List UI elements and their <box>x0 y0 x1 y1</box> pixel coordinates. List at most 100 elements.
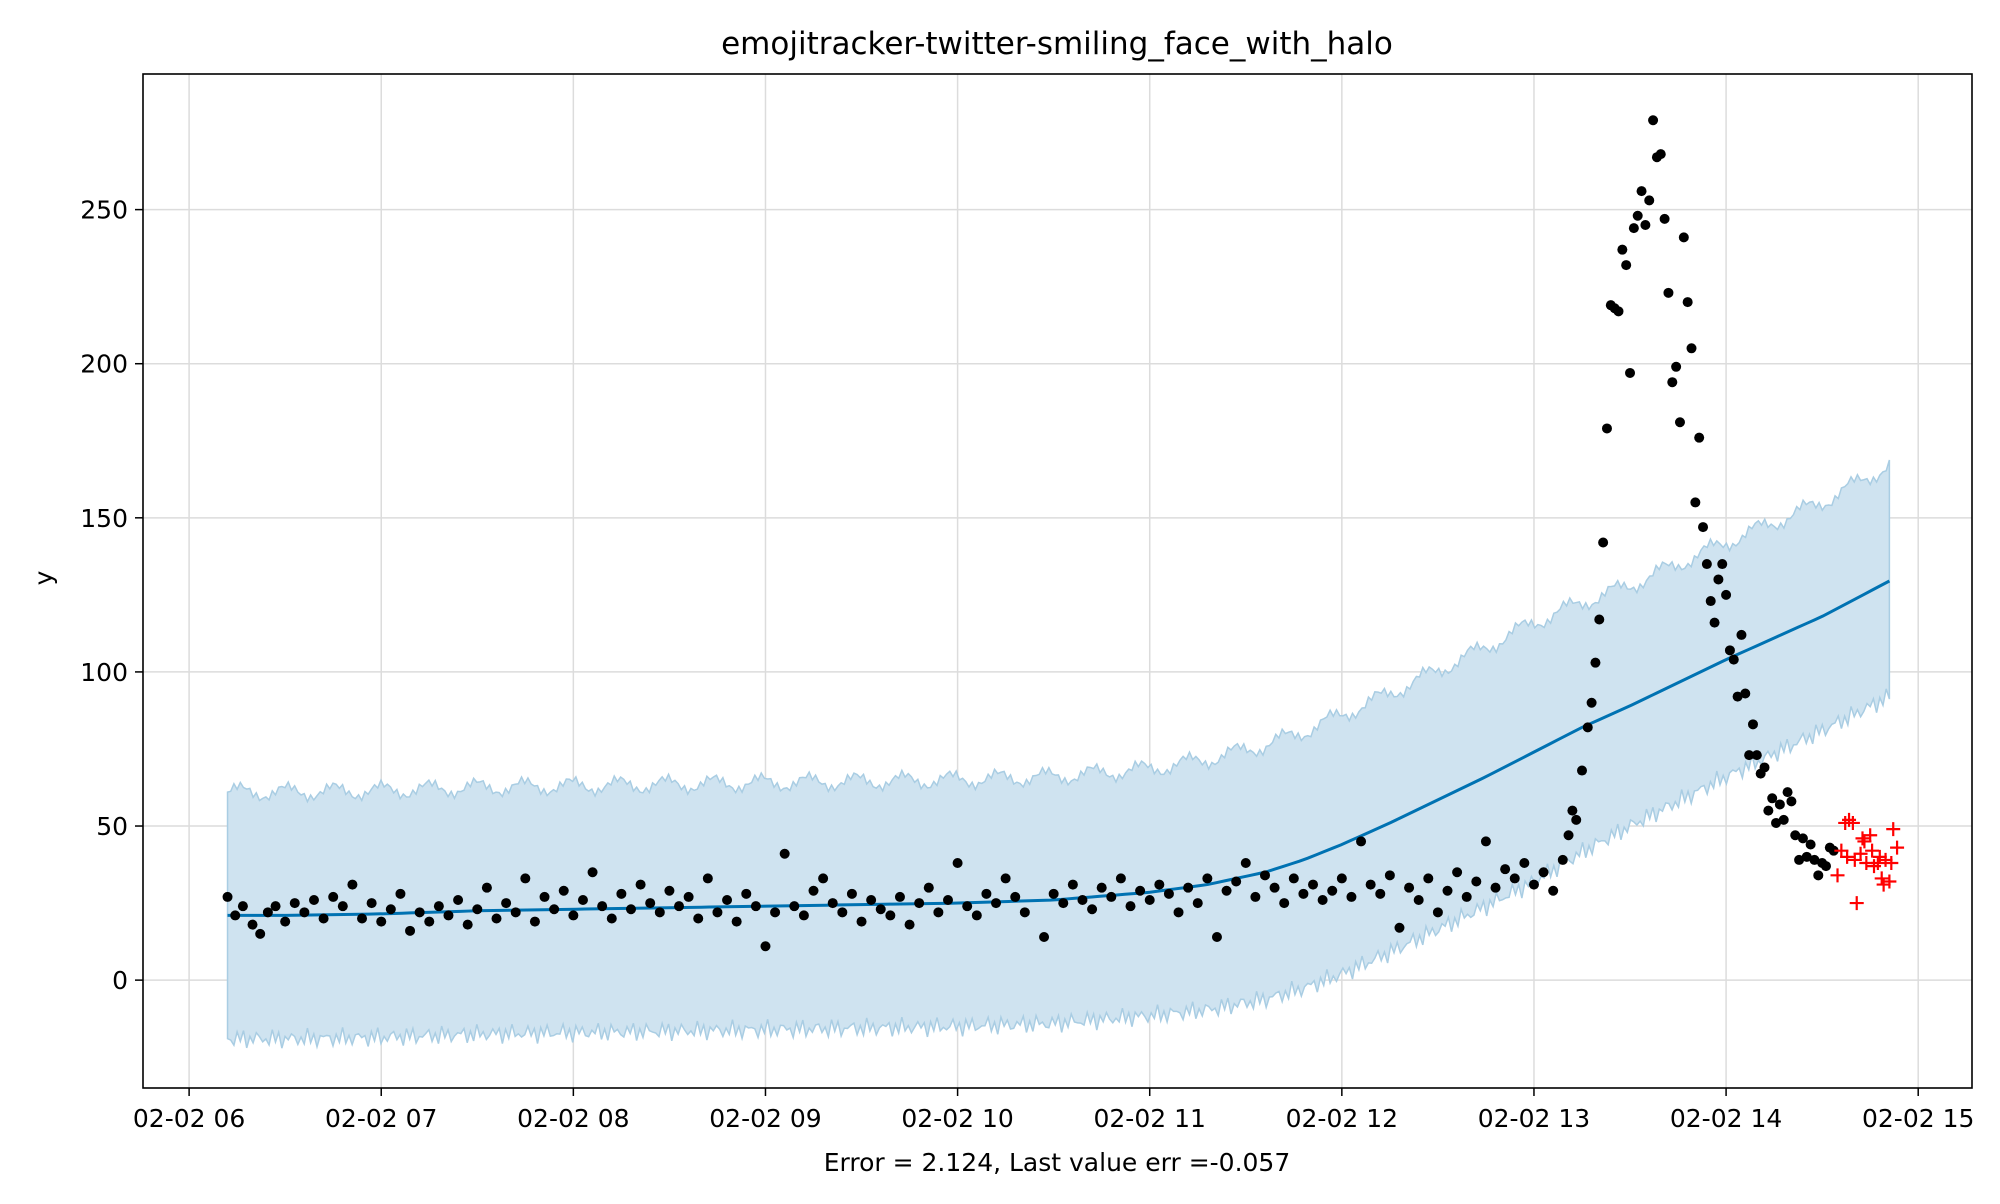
observed-point <box>1039 931 1050 942</box>
observed-point <box>1423 873 1434 884</box>
x-tick-label: 02-02 11 <box>1094 1104 1206 1133</box>
observed-point <box>1586 697 1597 708</box>
holdout-point <box>1882 874 1897 889</box>
observed-point <box>1813 870 1824 881</box>
observed-point <box>846 888 857 899</box>
observed-point <box>1801 851 1812 862</box>
observed-point <box>1010 891 1021 902</box>
holdout-point <box>1863 828 1878 843</box>
observed-point <box>1594 614 1605 625</box>
observed-point <box>424 916 435 927</box>
observed-point <box>702 873 713 884</box>
x-tick-label: 02-02 09 <box>709 1104 821 1133</box>
observed-point <box>770 907 781 918</box>
observed-point <box>262 907 273 918</box>
observed-point <box>1375 888 1386 899</box>
observed-point <box>1678 232 1689 243</box>
observed-point <box>1442 885 1453 896</box>
observed-point <box>779 848 790 859</box>
observed-point <box>789 901 800 912</box>
observed-point <box>1567 805 1578 816</box>
observed-point <box>1740 688 1751 699</box>
holdout-point <box>1876 877 1891 892</box>
observed-point <box>1809 854 1820 865</box>
observed-point <box>1048 888 1059 899</box>
observed-point <box>1659 213 1670 224</box>
observed-point <box>1106 891 1117 902</box>
observed-point <box>405 925 416 936</box>
holdout-point <box>1884 856 1899 871</box>
y-tick-label: 0 <box>112 966 128 995</box>
forecast-line-layer <box>227 579 1891 917</box>
observed-point <box>645 898 656 909</box>
observed-point <box>472 904 483 915</box>
y-tick-label: 150 <box>80 504 128 533</box>
observed-point <box>875 904 886 915</box>
observed-point <box>1663 287 1674 298</box>
observed-point <box>385 904 396 915</box>
observed-point <box>1709 617 1720 628</box>
observed-point <box>237 901 248 912</box>
observed-point <box>1346 891 1357 902</box>
x-tick-label: 02-02 14 <box>1670 1104 1782 1133</box>
forecast-line <box>227 579 1891 917</box>
observed-point <box>443 910 454 921</box>
observed-point <box>1058 898 1069 909</box>
observed-point <box>808 885 819 896</box>
observed-point <box>270 901 281 912</box>
observed-point <box>1644 195 1655 206</box>
uncertainty-band <box>226 459 1891 1050</box>
observed-point <box>1576 765 1587 776</box>
observed-point <box>1724 645 1735 656</box>
observed-point <box>433 901 444 912</box>
observed-point <box>731 916 742 927</box>
observed-point <box>549 904 560 915</box>
observed-point <box>1732 691 1743 702</box>
holdout-point <box>1849 896 1864 911</box>
x-axis-label: Error = 2.124, Last value err =-0.057 <box>824 1148 1290 1177</box>
observed-point <box>247 919 258 930</box>
observed-point <box>347 879 358 890</box>
observed-point <box>1648 115 1659 126</box>
observed-point <box>255 928 266 939</box>
observed-point <box>1154 879 1165 890</box>
uncertainty-interval <box>226 459 1891 1050</box>
observed-point <box>1828 845 1839 856</box>
observed-point <box>1461 891 1472 902</box>
holdout-points-layer <box>1830 812 1905 911</box>
observed-point <box>1288 873 1299 884</box>
observed-point <box>606 913 617 924</box>
observed-point <box>654 907 665 918</box>
observed-point <box>1747 719 1758 730</box>
observed-point <box>981 888 992 899</box>
observed-point <box>230 910 241 921</box>
observed-point <box>1774 799 1785 810</box>
observed-point <box>904 919 915 930</box>
x-tick-label: 02-02 06 <box>133 1104 245 1133</box>
observed-point <box>1327 885 1338 896</box>
observed-point <box>856 916 867 927</box>
x-tick-label: 02-02 07 <box>325 1104 437 1133</box>
observed-point <box>587 867 598 878</box>
observed-point <box>1721 589 1732 600</box>
observed-point <box>491 913 502 924</box>
observed-point <box>1736 629 1747 640</box>
observed-point <box>1771 817 1782 828</box>
observed-point <box>1365 879 1376 890</box>
observed-point <box>1538 867 1549 878</box>
observed-point <box>1183 882 1194 893</box>
observed-point <box>914 898 925 909</box>
observed-point <box>894 891 905 902</box>
observed-point <box>1767 793 1778 804</box>
observed-point <box>942 894 953 905</box>
observed-point <box>1794 854 1805 865</box>
observed-point <box>1590 657 1601 668</box>
observed-point <box>1728 654 1739 665</box>
observed-point <box>1259 870 1270 881</box>
observed-point <box>1490 882 1501 893</box>
holdout-point <box>1830 868 1845 883</box>
observed-point <box>222 891 233 902</box>
y-tick-label: 200 <box>80 350 128 379</box>
observed-point <box>1601 423 1612 434</box>
